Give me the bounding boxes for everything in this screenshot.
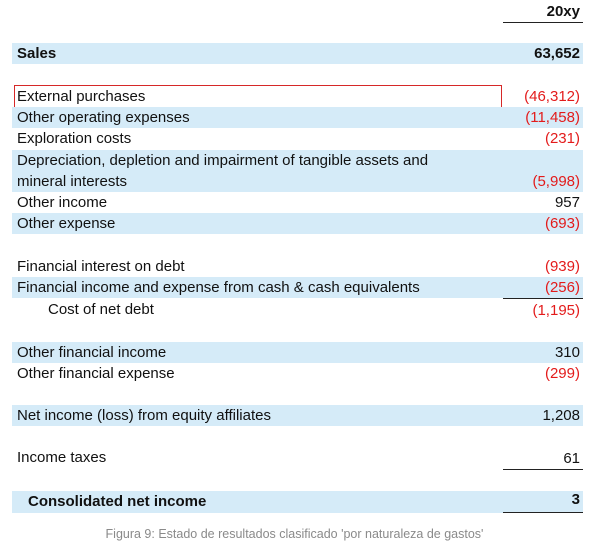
row-value: 310	[554, 344, 580, 361]
row-value: (693)	[544, 215, 580, 232]
row-band	[12, 107, 583, 128]
row-label: Income taxes	[17, 449, 107, 466]
row-label: Other financial expense	[17, 365, 175, 382]
row-label: Net income (loss) from equity affiliates	[17, 407, 271, 424]
total-rule	[503, 298, 583, 299]
row-band	[12, 277, 583, 298]
row-label: Other income	[17, 194, 108, 211]
caption: Figura 9: Estado de resultados clasifica…	[105, 527, 484, 541]
row-band	[12, 43, 583, 64]
row-value: (46,312)	[524, 88, 580, 105]
row-label: Consolidated net income	[28, 493, 207, 510]
row-value: (1,195)	[532, 302, 580, 319]
total-rule	[503, 512, 583, 513]
row-label: Other expense	[17, 215, 116, 232]
total-rule	[503, 469, 583, 470]
row-label: Depreciation, depletion and impairment o…	[17, 152, 429, 190]
row-value: (11,458)	[525, 109, 580, 126]
row-value: (256)	[544, 279, 580, 296]
row-band	[12, 405, 583, 426]
row-value: (231)	[544, 130, 580, 147]
row-label: Exploration costs	[17, 130, 132, 147]
row-band	[12, 342, 583, 363]
row-label: External purchases	[17, 88, 146, 105]
row-label: Financial income and expense from cash &…	[17, 279, 420, 296]
row-value: (939)	[544, 258, 580, 275]
row-label: Cost of net debt	[48, 301, 154, 318]
row-band	[12, 213, 583, 234]
row-band	[12, 150, 583, 192]
row-value: (5,998)	[532, 173, 580, 190]
row-value: 63,652	[534, 45, 580, 62]
column-header: 20xy	[546, 3, 580, 20]
row-value: 1,208	[542, 407, 580, 424]
header-rule	[503, 22, 583, 23]
row-label: Other financial income	[17, 344, 167, 361]
row-label: Financial interest on debt	[17, 258, 185, 275]
row-band	[12, 491, 583, 513]
row-value: 3	[571, 491, 580, 508]
row-value: 61	[563, 450, 580, 467]
row-value: (299)	[544, 365, 580, 382]
row-value: 957	[554, 194, 580, 211]
row-label: Sales	[17, 45, 57, 62]
row-label: Other operating expenses	[17, 109, 190, 126]
